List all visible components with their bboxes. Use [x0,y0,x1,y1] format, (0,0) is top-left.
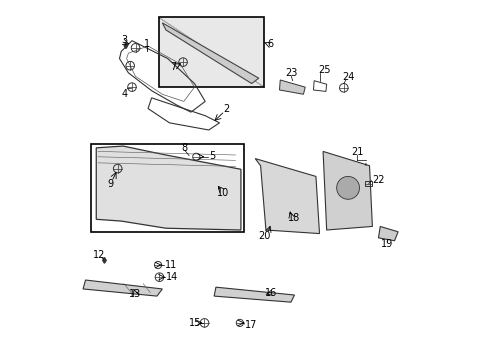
Text: 20: 20 [258,231,270,242]
Text: 1: 1 [144,39,150,49]
Text: 4: 4 [122,89,128,99]
Text: 24: 24 [342,72,354,82]
Text: 10: 10 [217,188,229,198]
Text: 17: 17 [244,320,257,330]
Text: 13: 13 [129,289,142,298]
Text: 19: 19 [381,239,393,249]
Text: 15: 15 [189,318,201,328]
Text: 11: 11 [165,260,177,270]
Bar [365,181,372,186]
Text: 21: 21 [350,147,363,157]
Polygon shape [83,280,162,296]
Text: 8: 8 [182,143,187,153]
Polygon shape [323,152,372,230]
Polygon shape [124,43,127,49]
Text: 18: 18 [287,212,299,222]
Bar [159,18,264,87]
Polygon shape [96,146,241,230]
Text: 16: 16 [264,288,277,298]
Text: 23: 23 [284,68,297,78]
Text: 5: 5 [208,151,215,161]
Text: 12: 12 [92,250,105,260]
Circle shape [336,176,359,199]
Text: 14: 14 [165,272,178,282]
Text: 6: 6 [267,39,273,49]
Bar [159,18,264,87]
Polygon shape [162,23,258,84]
Polygon shape [279,80,305,94]
Text: 2: 2 [223,104,229,114]
Polygon shape [102,257,106,263]
Text: 25: 25 [318,65,330,75]
Polygon shape [255,158,319,234]
Bar [91,144,244,232]
Polygon shape [214,287,294,302]
Text: 9: 9 [107,179,113,189]
Polygon shape [378,226,397,241]
Text: 22: 22 [372,175,384,185]
Text: 3: 3 [122,35,128,45]
Text: 7: 7 [170,63,176,72]
